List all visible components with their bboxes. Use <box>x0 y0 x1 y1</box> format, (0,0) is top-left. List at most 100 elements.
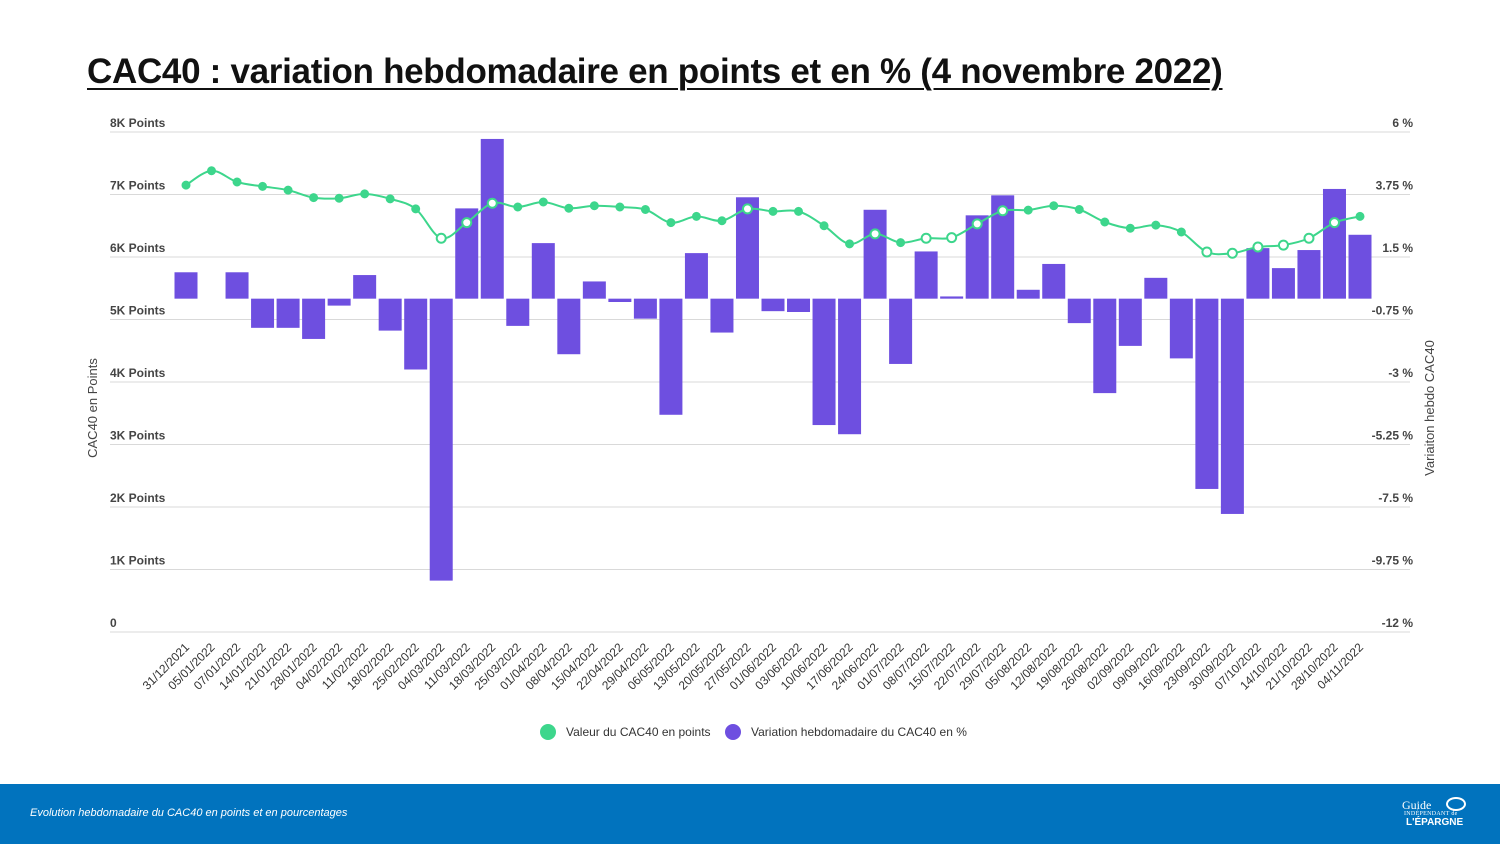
bar <box>965 215 989 299</box>
line-point <box>1151 220 1161 230</box>
bar <box>531 243 555 299</box>
line-point <box>1049 201 1059 211</box>
left-tick-label: 5K Points <box>110 304 166 318</box>
left-tick-label: 6K Points <box>110 241 166 255</box>
bar <box>327 298 351 306</box>
bar <box>608 298 632 302</box>
right-tick-label: -12 % <box>1382 616 1414 630</box>
line-point <box>640 205 650 214</box>
right-tick-label: 3.75 % <box>1376 179 1414 193</box>
line-point <box>896 238 906 248</box>
logo-circle-icon <box>1446 797 1466 811</box>
bar <box>1297 250 1321 299</box>
line-point <box>589 201 599 211</box>
bar <box>1220 298 1244 514</box>
line-point <box>1355 211 1365 221</box>
footer-bar: Evolution hebdomadaire du CAC40 en point… <box>0 784 1500 844</box>
line-point <box>309 193 319 203</box>
left-tick-label: 0 <box>110 616 117 630</box>
right-tick-label: -9.75 % <box>1372 554 1414 568</box>
bar <box>251 298 275 328</box>
bar <box>633 298 657 319</box>
line-point <box>207 166 217 176</box>
line-point <box>1277 239 1289 251</box>
line-point <box>997 205 1009 217</box>
legend-bar-label: Variation hebdomadaire du CAC40 en % <box>751 725 967 739</box>
bar-series <box>174 138 1372 581</box>
bar <box>1322 188 1346 299</box>
bar <box>1169 298 1193 359</box>
line-point <box>1252 241 1264 253</box>
line-point <box>946 232 958 244</box>
bar <box>276 298 300 328</box>
footer-caption: Evolution hebdomadaire du CAC40 en point… <box>30 807 348 819</box>
legend-line-label: Valeur du CAC40 en points <box>566 725 711 739</box>
line-point <box>283 185 293 195</box>
line-point <box>334 193 344 203</box>
line-point <box>385 194 395 204</box>
right-tick-label: -7.5 % <box>1378 491 1413 505</box>
line-point <box>845 239 855 249</box>
right-tick-label: 1.5 % <box>1382 241 1413 255</box>
bar <box>1246 248 1270 299</box>
bar <box>991 195 1015 299</box>
right-tick-label: -0.75 % <box>1372 304 1414 318</box>
bar <box>480 138 504 299</box>
x-axis-labels: 31/12/202105/01/202207/01/202214/01/2022… <box>140 640 1367 693</box>
bar <box>378 298 402 331</box>
line-point <box>1023 205 1033 215</box>
chart-title: CAC40 : variation hebdomadaire en points… <box>87 52 1223 91</box>
line-point <box>666 218 676 228</box>
line-series <box>181 166 1365 259</box>
bar <box>1016 289 1040 299</box>
bar <box>1067 298 1091 324</box>
line-point <box>513 202 523 212</box>
right-tick-label: 6 % <box>1392 116 1413 130</box>
bar <box>1348 234 1372 299</box>
bar <box>1042 263 1066 299</box>
bar <box>1093 298 1117 394</box>
line-point <box>869 228 881 240</box>
line-point <box>1125 223 1135 233</box>
right-axis-ticks: -12 % -9.75 % -7.5 % -5.25 % -3 % -0.75 % 1.5 … <box>1372 116 1414 630</box>
left-tick-label: 2K Points <box>110 491 166 505</box>
bar <box>353 275 377 299</box>
bar <box>659 298 683 415</box>
line-point <box>360 189 370 199</box>
bar <box>761 298 785 312</box>
line-point <box>486 197 498 209</box>
line-point <box>691 211 701 221</box>
bar <box>1118 298 1142 346</box>
bar <box>889 298 913 364</box>
left-tick-label: 1K Points <box>110 554 166 568</box>
bar <box>914 251 938 299</box>
bar <box>838 298 862 435</box>
left-tick-label: 7K Points <box>110 179 166 193</box>
bar <box>506 298 530 326</box>
line-point <box>717 216 727 226</box>
logo-word-epargne: L'ÉPARGNE <box>1406 817 1464 828</box>
line-point <box>920 232 932 244</box>
bar <box>1271 268 1295 299</box>
bar <box>557 298 581 355</box>
guide-epargne-logo: Guide INDÉPENDANT de L'ÉPARGNE <box>1398 797 1472 831</box>
line-point <box>1328 217 1340 229</box>
bar <box>710 298 734 333</box>
gridlines <box>110 131 1410 633</box>
bar <box>1144 277 1168 299</box>
line-point <box>741 203 753 215</box>
logo-word-guide: Guide <box>1402 798 1432 812</box>
bar <box>174 272 198 299</box>
combo-chart: 0 1K Points 2K Points 3K Points 4K Points 5K … <box>85 116 1437 740</box>
line-point <box>615 202 625 212</box>
right-axis-title: Variaiton hebdo CAC40 <box>1422 340 1437 476</box>
bar <box>404 298 428 370</box>
line-point <box>971 218 983 230</box>
line-point <box>564 203 574 213</box>
bar <box>940 296 964 299</box>
left-axis-title: CAC40 en Points <box>85 358 100 458</box>
line-point <box>435 232 447 244</box>
line-point <box>794 206 804 216</box>
bar <box>863 209 887 299</box>
line-point <box>538 197 548 207</box>
